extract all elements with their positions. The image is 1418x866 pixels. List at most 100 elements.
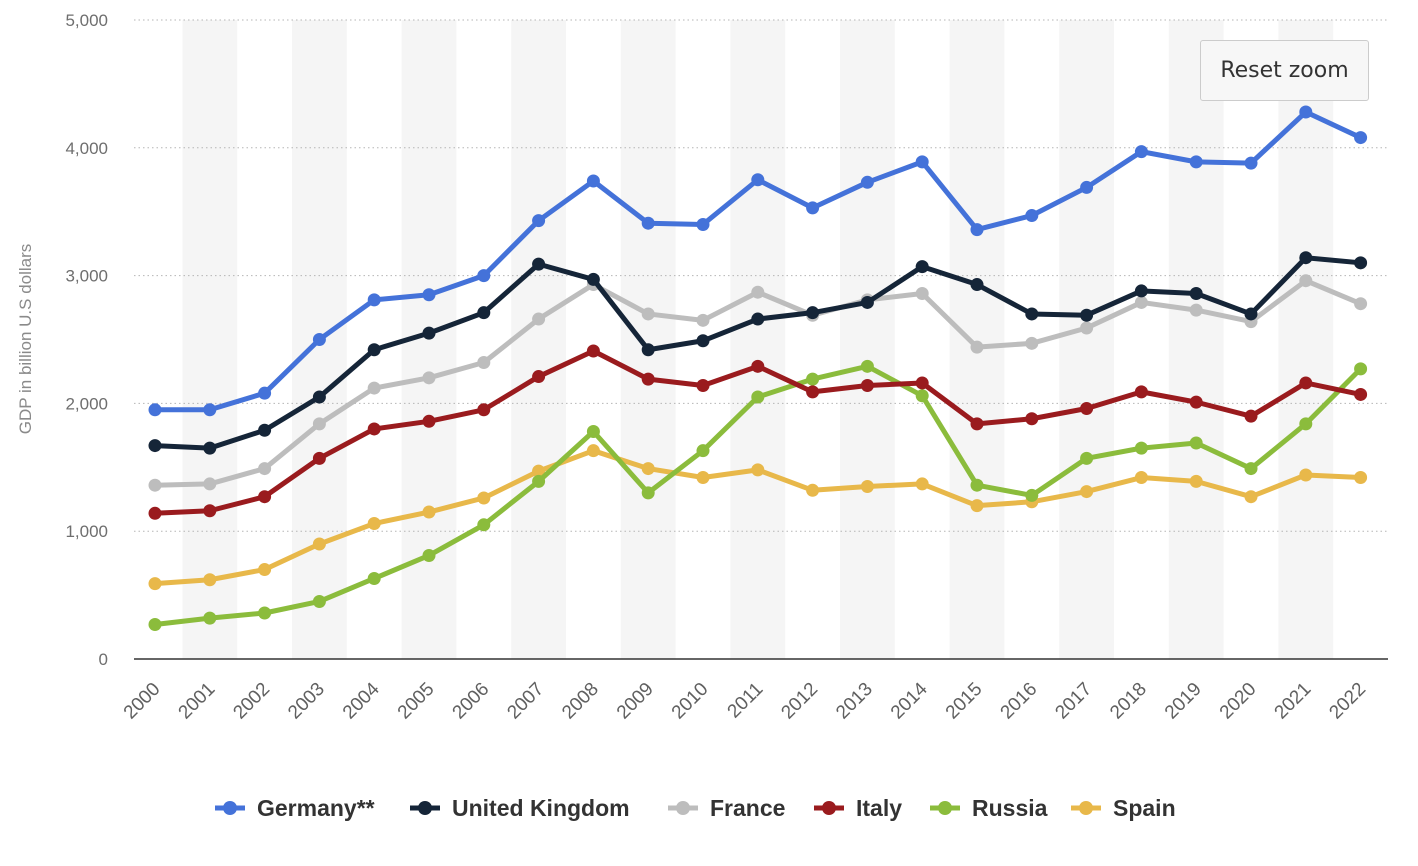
data-point[interactable] bbox=[148, 439, 162, 453]
data-point[interactable] bbox=[915, 155, 929, 169]
legend-item[interactable]: Russia bbox=[930, 795, 1048, 821]
data-point[interactable] bbox=[915, 477, 929, 491]
data-point[interactable] bbox=[258, 462, 272, 476]
data-point[interactable] bbox=[1244, 156, 1258, 170]
data-point[interactable] bbox=[1354, 471, 1368, 485]
data-point[interactable] bbox=[1354, 256, 1368, 270]
data-point[interactable] bbox=[532, 474, 546, 488]
data-point[interactable] bbox=[751, 463, 765, 477]
data-point[interactable] bbox=[477, 491, 491, 505]
data-point[interactable] bbox=[1080, 402, 1094, 416]
data-point[interactable] bbox=[751, 359, 765, 373]
data-point[interactable] bbox=[1299, 105, 1313, 119]
data-point[interactable] bbox=[586, 272, 600, 286]
data-point[interactable] bbox=[1189, 286, 1203, 300]
data-point[interactable] bbox=[258, 606, 272, 620]
data-point[interactable] bbox=[751, 390, 765, 404]
data-point[interactable] bbox=[586, 174, 600, 188]
data-point[interactable] bbox=[422, 326, 436, 340]
data-point[interactable] bbox=[422, 548, 436, 562]
data-point[interactable] bbox=[477, 518, 491, 532]
data-point[interactable] bbox=[312, 390, 326, 404]
data-point[interactable] bbox=[312, 333, 326, 346]
data-point[interactable] bbox=[1134, 441, 1148, 455]
data-point[interactable] bbox=[915, 389, 929, 403]
data-point[interactable] bbox=[1080, 451, 1094, 465]
data-point[interactable] bbox=[641, 486, 655, 500]
data-point[interactable] bbox=[860, 379, 874, 393]
data-point[interactable] bbox=[367, 571, 381, 585]
data-point[interactable] bbox=[148, 577, 162, 591]
data-point[interactable] bbox=[422, 288, 436, 302]
data-point[interactable] bbox=[696, 379, 710, 393]
data-point[interactable] bbox=[860, 295, 874, 309]
data-point[interactable] bbox=[586, 425, 600, 439]
data-point[interactable] bbox=[477, 356, 491, 370]
data-point[interactable] bbox=[915, 260, 929, 274]
data-point[interactable] bbox=[696, 313, 710, 327]
data-point[interactable] bbox=[148, 478, 162, 492]
data-point[interactable] bbox=[915, 286, 929, 300]
data-point[interactable] bbox=[1134, 295, 1148, 309]
data-point[interactable] bbox=[751, 285, 765, 299]
data-point[interactable] bbox=[477, 306, 491, 320]
data-point[interactable] bbox=[203, 573, 217, 587]
data-point[interactable] bbox=[148, 403, 162, 417]
data-point[interactable] bbox=[1299, 251, 1313, 265]
data-point[interactable] bbox=[1354, 131, 1368, 145]
data-point[interactable] bbox=[1354, 362, 1368, 376]
data-point[interactable] bbox=[422, 371, 436, 385]
data-point[interactable] bbox=[1189, 303, 1203, 317]
data-point[interactable] bbox=[970, 478, 984, 492]
data-point[interactable] bbox=[1244, 307, 1258, 321]
data-point[interactable] bbox=[1025, 488, 1039, 502]
data-point[interactable] bbox=[258, 386, 272, 400]
legend-item[interactable]: Germany** bbox=[215, 795, 375, 821]
data-point[interactable] bbox=[532, 257, 546, 271]
data-point[interactable] bbox=[532, 464, 546, 478]
data-point[interactable] bbox=[1080, 485, 1094, 499]
data-point[interactable] bbox=[1244, 462, 1258, 476]
data-point[interactable] bbox=[696, 444, 710, 458]
data-point[interactable] bbox=[1299, 468, 1313, 482]
data-point[interactable] bbox=[203, 441, 217, 455]
data-point[interactable] bbox=[641, 372, 655, 386]
data-point[interactable] bbox=[806, 483, 820, 497]
reset-zoom-button[interactable]: Reset zoom bbox=[1200, 40, 1369, 101]
data-point[interactable] bbox=[1134, 284, 1148, 298]
data-point[interactable] bbox=[860, 175, 874, 189]
data-point[interactable] bbox=[1134, 145, 1148, 159]
legend-item[interactable]: Spain bbox=[1071, 795, 1176, 821]
data-point[interactable] bbox=[751, 173, 765, 187]
data-point[interactable] bbox=[1244, 409, 1258, 423]
data-point[interactable] bbox=[203, 477, 217, 491]
data-point[interactable] bbox=[312, 594, 326, 608]
data-point[interactable] bbox=[641, 343, 655, 357]
data-point[interactable] bbox=[970, 499, 984, 513]
data-point[interactable] bbox=[970, 417, 984, 431]
data-point[interactable] bbox=[203, 611, 217, 625]
data-point[interactable] bbox=[148, 617, 162, 631]
data-point[interactable] bbox=[1299, 376, 1313, 390]
data-point[interactable] bbox=[641, 462, 655, 476]
data-point[interactable] bbox=[312, 537, 326, 551]
data-point[interactable] bbox=[532, 214, 546, 228]
data-point[interactable] bbox=[1189, 436, 1203, 450]
data-point[interactable] bbox=[477, 403, 491, 417]
legend-item[interactable]: France bbox=[668, 795, 785, 821]
data-point[interactable] bbox=[970, 340, 984, 354]
data-point[interactable] bbox=[367, 422, 381, 436]
data-point[interactable] bbox=[1025, 336, 1039, 350]
data-point[interactable] bbox=[641, 307, 655, 321]
data-point[interactable] bbox=[1080, 308, 1094, 322]
data-point[interactable] bbox=[422, 505, 436, 519]
data-point[interactable] bbox=[367, 517, 381, 531]
data-point[interactable] bbox=[1134, 471, 1148, 485]
data-point[interactable] bbox=[806, 385, 820, 399]
data-point[interactable] bbox=[422, 414, 436, 428]
data-point[interactable] bbox=[258, 563, 272, 577]
data-point[interactable] bbox=[696, 471, 710, 485]
data-point[interactable] bbox=[806, 306, 820, 320]
data-point[interactable] bbox=[1299, 274, 1313, 288]
data-point[interactable] bbox=[203, 504, 217, 518]
